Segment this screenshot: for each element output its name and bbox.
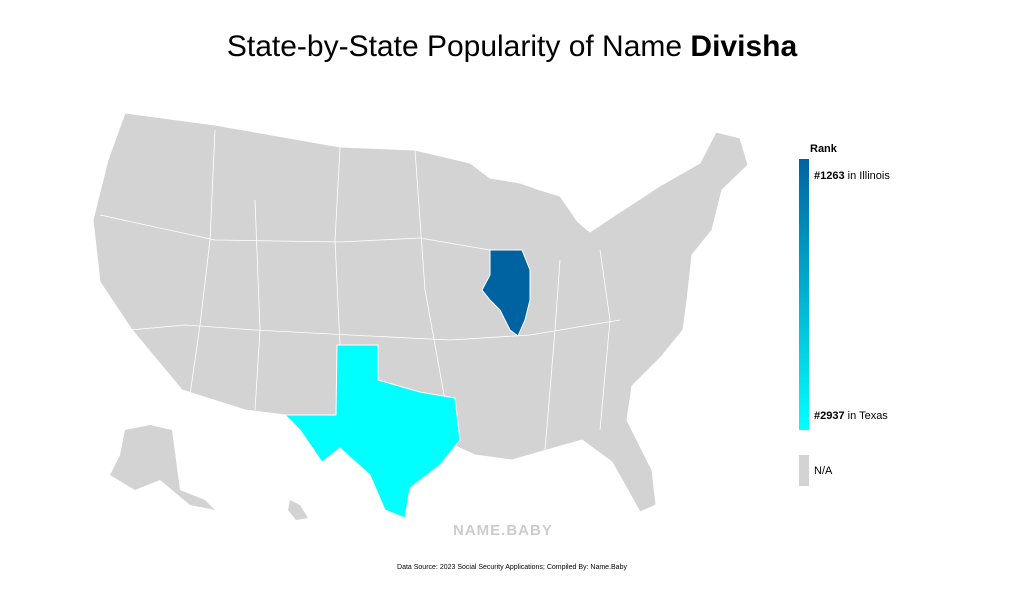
state-illinois — [481, 249, 531, 337]
title-name: Divisha — [690, 30, 798, 63]
state-border — [189, 129, 216, 396]
title: State-by-State Popularity of Name Divish… — [0, 30, 1024, 64]
legend-label: #2937 in Texas — [814, 410, 888, 422]
alaska — [110, 425, 215, 510]
state-border — [99, 214, 491, 251]
hawaii — [288, 500, 308, 520]
state-border — [599, 249, 611, 431]
legend-na: N/A — [814, 465, 833, 477]
state-border — [129, 319, 621, 341]
state-texas — [283, 344, 461, 519]
source: Data Source: 2023 Social Security Applic… — [397, 564, 627, 571]
state-border — [544, 259, 561, 451]
watermark: NAME.BABY — [453, 522, 553, 539]
legend-rank: #2937 — [814, 410, 845, 422]
legend-state: in Texas — [848, 410, 889, 422]
legend-state: in Illinois — [848, 170, 891, 182]
legend-label: #1263 in Illinois — [814, 170, 890, 182]
legend-rank: #1263 — [814, 170, 845, 182]
legend-gradient — [799, 159, 809, 430]
state-border — [334, 147, 341, 346]
legend-title: Rank — [810, 143, 838, 155]
state-border — [254, 199, 261, 411]
legend-na-swatch — [799, 455, 809, 486]
title-text: State-by-State Popularity of Name — [226, 30, 683, 63]
